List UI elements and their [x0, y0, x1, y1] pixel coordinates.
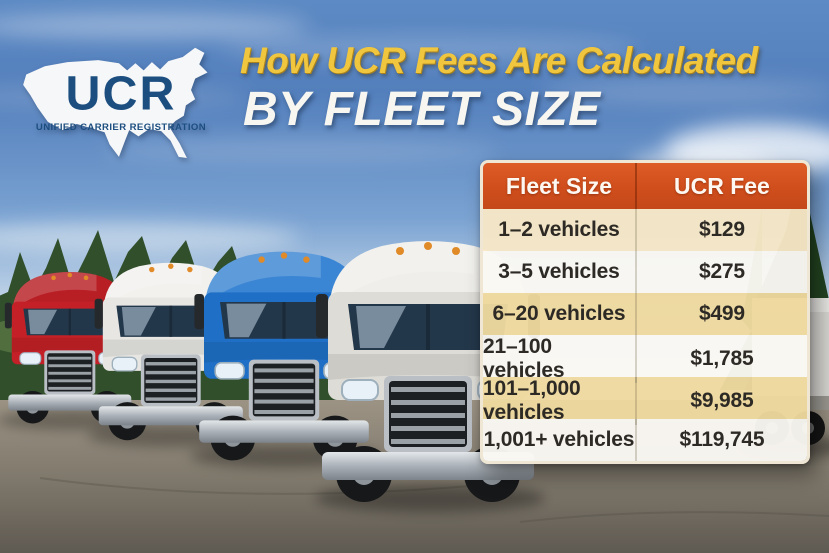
- fleet-size-cell: 21–100 vehicles: [483, 335, 637, 383]
- table-row: 3–5 vehicles $275: [483, 251, 807, 293]
- fee-cell: $119,745: [679, 428, 765, 451]
- table-row: 21–100 vehicles $1,785: [483, 335, 807, 383]
- fleet-size-cell: 3–5 vehicles: [483, 251, 637, 293]
- logo-acronym: UCR: [65, 67, 176, 121]
- us-map-silhouette: [23, 47, 208, 158]
- fleet-size-cell: 1–2 vehicles: [483, 209, 637, 251]
- table-row: 101–1,000 vehicles $9,985: [483, 377, 807, 425]
- table-row: 6–20 vehicles $499: [483, 293, 807, 335]
- fleet-size-cell: 6–20 vehicles: [483, 293, 637, 335]
- table-row: 1–2 vehicles $129: [483, 209, 807, 251]
- table-row: 1,001+ vehicles $119,745: [483, 419, 807, 461]
- fee-table-header: Fleet Size UCR Fee: [483, 163, 807, 209]
- ucr-logo: UCR UNIFIED CARRIER REGISTRATION: [18, 34, 224, 182]
- fee-cell: $1,785: [690, 347, 754, 370]
- title-line-2: BY FLEET SIZE: [243, 83, 601, 136]
- fee-cell: $499: [698, 302, 745, 325]
- fleet-size-cell: 1,001+ vehicles: [483, 419, 637, 461]
- col-header-ucr-fee: UCR Fee: [674, 172, 770, 199]
- fee-cell: $129: [698, 218, 745, 241]
- fee-table: Fleet Size UCR Fee 1–2 vehicles $129 3–5…: [480, 160, 810, 464]
- fee-cell: $275: [698, 260, 745, 283]
- asphalt-crack-2: [519, 511, 829, 523]
- logo-tagline: UNIFIED CARRIER REGISTRATION: [36, 122, 206, 133]
- fleet-size-cell: 101–1,000 vehicles: [483, 377, 637, 425]
- fee-cell: $9,985: [690, 389, 754, 412]
- title-line-1: How UCR Fees Are Calculated: [240, 40, 758, 81]
- col-header-fleet-size: Fleet Size: [483, 163, 637, 209]
